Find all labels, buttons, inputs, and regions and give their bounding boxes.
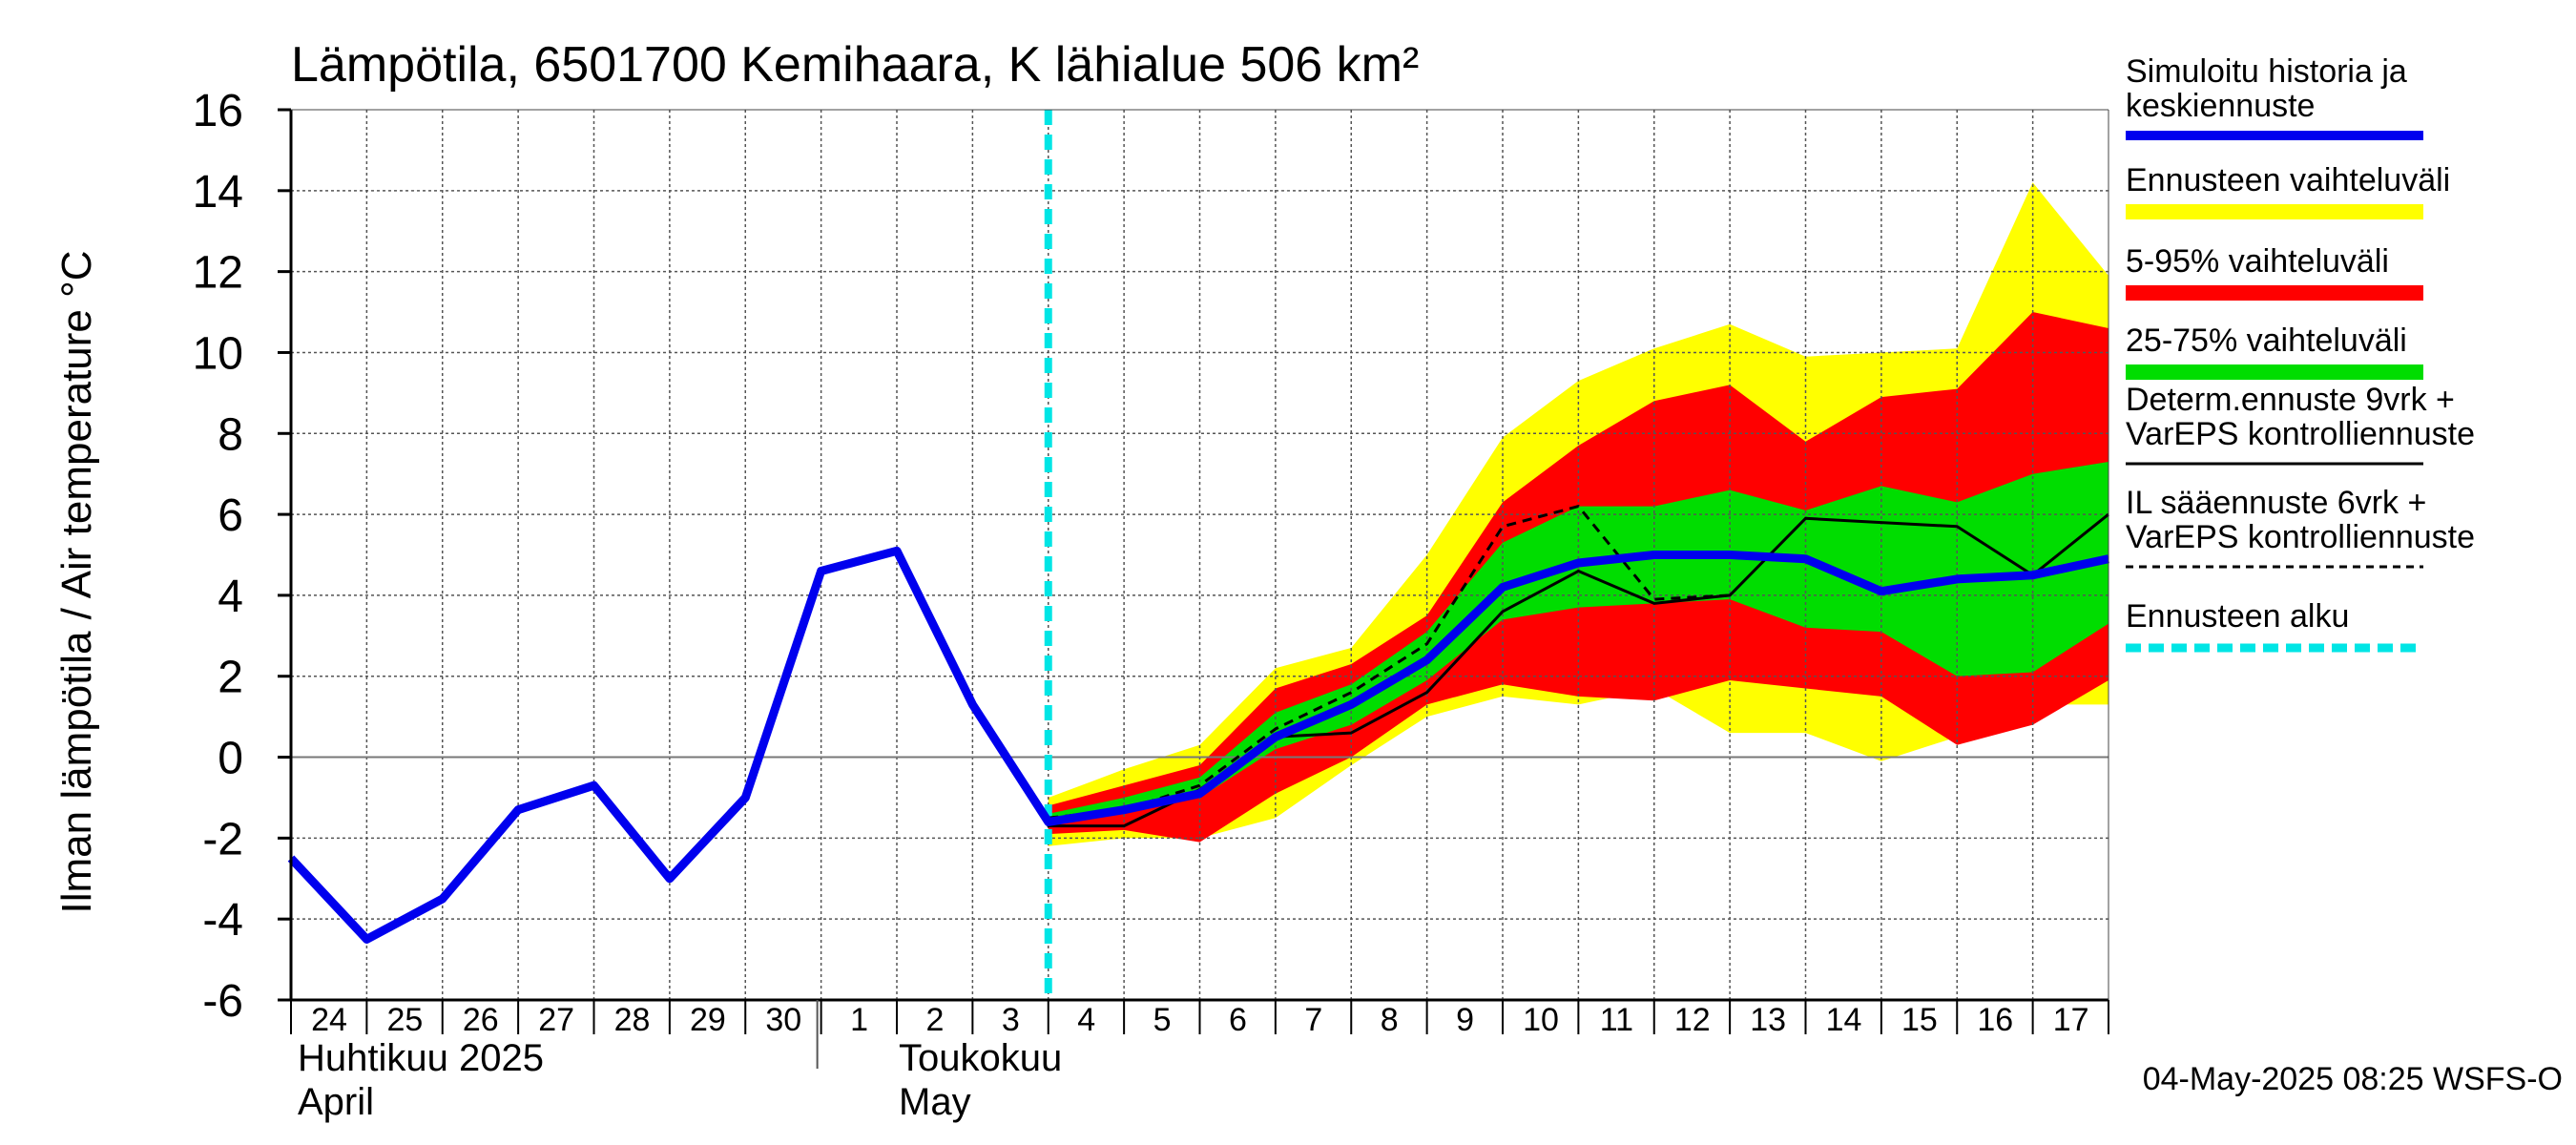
y-tick-label: 16 [193,86,243,136]
y-tick-label: 4 [218,572,243,622]
y-tick-label: -2 [202,814,243,864]
y-tick-label: 6 [218,490,243,541]
legend-label: VarEPS kontrolliennuste [2126,416,2475,452]
x-tick-label: 27 [538,1002,574,1038]
legend-label: 25-75% vaihteluväli [2126,323,2407,359]
y-axis-label: Ilman lämpötila / Air temperature °C [53,251,100,914]
x-tick-label: 10 [1523,1002,1559,1038]
series-lines [287,110,2109,1000]
x-tick-label: 15 [1901,1002,1938,1038]
y-tick-label: 8 [218,409,243,460]
grid [291,110,2109,1000]
legend-label: Ennusteen vaihteluväli [2126,162,2450,198]
x-tick-label: 6 [1229,1002,1247,1038]
x-tick-label: 26 [463,1002,499,1038]
x-tick-label: 5 [1153,1002,1172,1038]
month-label-april-en: April [298,1081,374,1123]
x-tick-label: 7 [1304,1002,1322,1038]
month-label-may-fi: Toukokuu [899,1037,1062,1079]
x-tick-label: 12 [1674,1002,1711,1038]
y-tick-label: 0 [218,734,243,784]
x-tick-label: 25 [386,1002,423,1038]
x-ticks: 24 25 26 27 28 29 30 1 2 3 4 5 6 7 8 9 10 11 12 13 14 15 16 17 [290,1000,2109,1069]
x-tick-label: 17 [2053,1002,2089,1038]
y-ticks: -6 -4 -2 0 2 4 6 8 10 12 14 16 [193,86,291,1027]
x-tick-label: 1 [850,1002,868,1038]
x-tick-label: 29 [690,1002,726,1038]
x-tick-label: 8 [1381,1002,1399,1038]
legend-label: Ennusteen alku [2126,598,2349,635]
x-tick-label: 13 [1750,1002,1786,1038]
y-tick-label: 14 [193,167,243,218]
legend-label: 5-95% vaihteluväli [2126,243,2389,280]
x-tick-label: 28 [614,1002,651,1038]
legend-label: Simuloitu historia ja [2126,53,2407,90]
y-tick-label: -6 [202,976,243,1027]
legend-label: IL sääennuste 6vrk + [2126,485,2426,521]
x-tick-label: 14 [1826,1002,1862,1038]
x-tick-label: 24 [311,1002,347,1038]
x-tick-label: 16 [1977,1002,2013,1038]
y-tick-label: -4 [202,895,243,946]
legend-label: VarEPS kontrolliennuste [2126,519,2475,555]
y-tick-label: 10 [193,328,243,379]
x-tick-label: 4 [1077,1002,1095,1038]
month-label-may-en: May [899,1081,971,1123]
month-label-april-fi: Huhtikuu 2025 [298,1037,544,1079]
x-tick-label: 3 [1002,1002,1020,1038]
simulated-mean-line [287,546,2109,944]
legend-label: keskiennuste [2126,88,2315,124]
footer-timestamp: 04-May-2025 08:25 WSFS-O [2143,1061,2563,1097]
deterministic-forecast-line [895,512,2109,828]
y-tick-label: 12 [193,248,243,299]
x-tick-label: 2 [926,1002,945,1038]
chart-title: Lämpötila, 6501700 Kemihaara, K lähialue… [291,37,1419,93]
x-tick-label: 9 [1456,1002,1474,1038]
legend-label: Determ.ennuste 9vrk + [2126,382,2455,418]
y-tick-label: 2 [218,653,243,703]
x-tick-label: 11 [1600,1002,1633,1038]
x-tick-label: 30 [765,1002,801,1038]
